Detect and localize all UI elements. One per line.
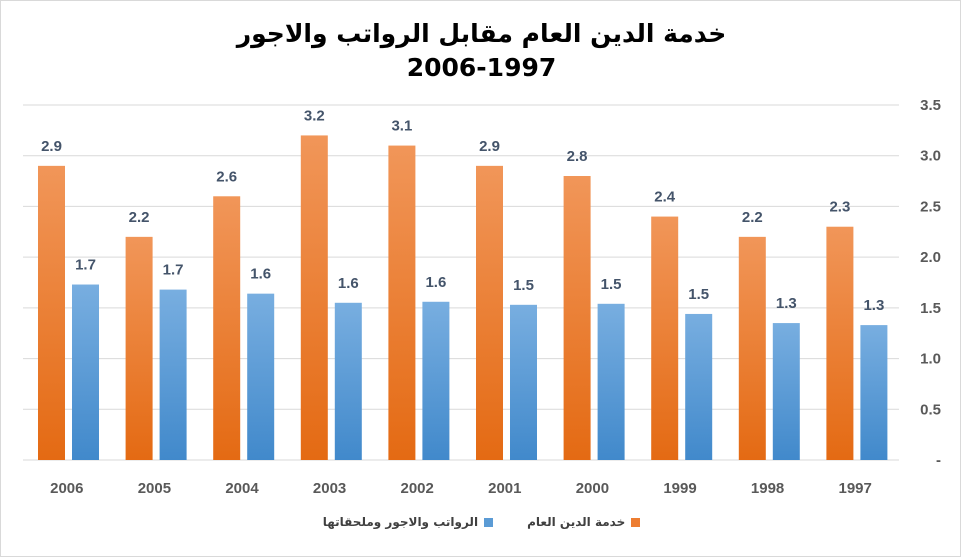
data-label-debt-service: 2.2 [129, 209, 150, 226]
x-tick-label: 1997 [839, 480, 872, 497]
y-tick-label: - [936, 452, 941, 469]
data-label-debt-service: 2.9 [41, 138, 62, 155]
data-label-debt-service: 2.6 [216, 168, 237, 185]
legend-item-debt-service: خدمة الدين العام [527, 515, 641, 529]
y-tick-label: 1.0 [920, 351, 941, 368]
bar-debt-service [826, 226, 854, 460]
bar-debt-service [125, 236, 153, 460]
bar-debt-service [563, 176, 591, 460]
legend-label-debt-service: خدمة الدين العام [527, 515, 626, 529]
x-tick-label: 2005 [138, 480, 171, 497]
data-label-debt-service: 3.2 [304, 107, 325, 124]
data-label-salaries: 1.5 [601, 276, 622, 293]
data-label-salaries: 1.6 [338, 275, 359, 292]
bar-debt-service [300, 135, 328, 460]
legend-swatch-debt-service [631, 517, 641, 527]
bar-salaries [510, 304, 537, 460]
x-tick-label: 2000 [576, 480, 609, 497]
bar-salaries [334, 302, 362, 460]
y-tick-label: 3.5 [920, 97, 941, 114]
data-label-debt-service: 2.2 [742, 209, 763, 226]
bar-salaries [72, 284, 99, 460]
legend-label-salaries: الرواتب والاجور وملحقاتها [322, 515, 479, 529]
legend-swatch-salaries [484, 517, 494, 527]
bar-debt-service [388, 145, 416, 461]
bar-debt-service [738, 236, 766, 460]
data-label-salaries: 1.7 [163, 262, 184, 279]
bar-salaries [772, 323, 800, 460]
bar-salaries [597, 303, 625, 460]
y-tick-label: 2.0 [920, 249, 941, 266]
data-label-salaries: 1.7 [75, 257, 96, 274]
bar-salaries [159, 289, 187, 460]
y-tick-label: 2.5 [920, 198, 941, 215]
y-tick-label: 1.5 [920, 300, 941, 317]
y-tick-label: 0.5 [920, 401, 941, 418]
x-tick-label: 2003 [313, 480, 346, 497]
x-tick-label: 2002 [401, 480, 434, 497]
bar-debt-service [651, 216, 679, 460]
x-tick-label: 2001 [488, 480, 521, 497]
chart-title-block: خدمة الدين العام مقابل الرواتب والاجور 2… [1, 17, 961, 85]
bar-salaries [685, 313, 713, 460]
data-label-debt-service: 2.4 [654, 189, 676, 206]
data-label-salaries: 1.5 [688, 286, 709, 303]
chart-title: خدمة الدين العام مقابل الرواتب والاجور [236, 19, 727, 48]
data-label-salaries: 1.6 [250, 266, 271, 283]
chart-legend: خدمة الدين العام الرواتب والاجور وملحقات… [1, 515, 961, 529]
bar-salaries [860, 325, 888, 460]
bar-debt-service [476, 165, 503, 460]
x-tick-label: 1998 [751, 480, 784, 497]
x-tick-label: 1999 [663, 480, 696, 497]
data-label-salaries: 1.3 [863, 297, 884, 314]
bar-debt-service [213, 196, 241, 461]
data-label-debt-service: 2.3 [829, 199, 850, 216]
legend-item-salaries: الرواتب والاجور وملحقاتها [322, 515, 494, 529]
data-label-debt-service: 2.9 [479, 138, 500, 155]
x-tick-label: 2006 [50, 480, 83, 497]
data-label-debt-service: 2.8 [567, 148, 588, 165]
bar-salaries [247, 293, 275, 460]
bar-debt-service [38, 165, 65, 460]
data-label-debt-service: 3.1 [391, 118, 412, 135]
data-label-salaries: 1.5 [513, 277, 534, 294]
bar-salaries [422, 301, 450, 460]
chart-subtitle: 2006-1997 [406, 53, 557, 82]
data-label-salaries: 1.3 [776, 295, 797, 312]
y-tick-label: 3.0 [920, 148, 941, 165]
x-tick-label: 2004 [225, 480, 259, 497]
data-label-salaries: 1.6 [425, 274, 446, 291]
